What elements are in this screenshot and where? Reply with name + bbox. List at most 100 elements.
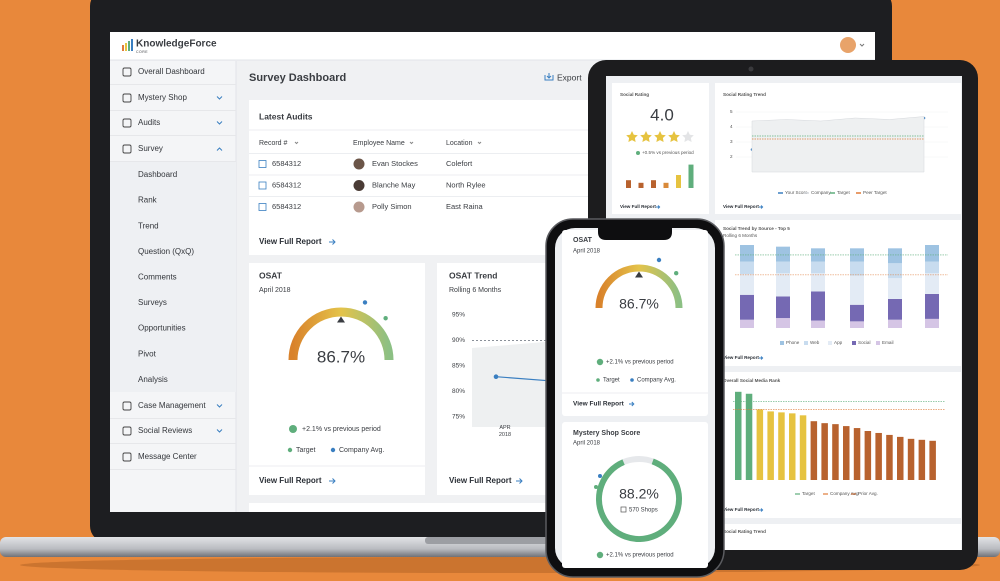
submenu-item[interactable]: Pivot: [138, 349, 157, 358]
record-link[interactable]: 6584312: [272, 159, 301, 168]
nav-item[interactable]: Message Center: [138, 452, 197, 461]
stacked-segment: [850, 275, 864, 305]
nav-item[interactable]: Case Management: [138, 401, 206, 410]
legend-label: Company: [811, 190, 831, 195]
legend-label: Target: [837, 190, 850, 195]
nav-icon: [122, 426, 132, 436]
submenu-item[interactable]: Dashboard: [138, 170, 177, 179]
card-title: Social Trend by Source - Top 5: [723, 226, 790, 231]
legend-swatch: [804, 341, 808, 345]
rank-bar: [853, 428, 861, 480]
legend-label: Company Avg.: [339, 447, 384, 454]
legend-swatch: [780, 341, 784, 345]
y-tick-label: 2: [730, 154, 733, 159]
change: +2.1% vs previous period: [302, 426, 381, 433]
view-report-link[interactable]: View Full Report: [723, 355, 759, 360]
nav-chevron: [216, 96, 223, 100]
x-tick-label: APR 2018: [499, 425, 511, 438]
star: [640, 131, 652, 142]
submenu-item[interactable]: Comments: [138, 273, 177, 282]
legend-label: Company Avg.: [637, 378, 676, 384]
stacked-segment: [776, 246, 790, 262]
card-subtitle: Rolling 6 Months: [723, 233, 758, 238]
avatar-chevron: [859, 43, 865, 47]
submenu-item[interactable]: Rank: [138, 196, 158, 205]
logo-bar: [128, 41, 130, 51]
column-header[interactable]: Employee Name: [353, 140, 405, 147]
submenu-item[interactable]: Analysis: [138, 375, 168, 384]
link-icon: [258, 181, 267, 190]
rating-bar: [688, 164, 694, 188]
view-report-link[interactable]: View Full Report: [620, 204, 656, 209]
legend-label: Target: [296, 447, 316, 454]
legend-dot: [287, 447, 293, 453]
y-tick-label: 3: [730, 139, 733, 144]
submenu-item[interactable]: Opportunities: [138, 324, 186, 333]
score: 86.7%: [619, 296, 659, 312]
legend-swatch: [852, 341, 856, 345]
employee-name: Polly Simon: [372, 202, 412, 211]
stacked-segment: [776, 318, 790, 328]
view-report-link[interactable]: View Full Report: [449, 476, 512, 485]
nav-icon: [122, 401, 132, 411]
card-date: April 2018: [259, 287, 291, 294]
change: +2.1% vs previous period: [606, 553, 674, 559]
card: [715, 524, 961, 550]
gauge-pointer: [635, 271, 643, 278]
employee-name: Evan Stockes: [372, 159, 418, 168]
stacked-segment: [925, 318, 939, 328]
gauge-pointer: [337, 316, 345, 323]
nav-chevron: [216, 404, 223, 408]
nav-item[interactable]: Survey: [138, 144, 163, 153]
change-icon: [289, 425, 297, 433]
card-title: OSAT: [259, 270, 283, 280]
brand: KnowledgeForce: [136, 39, 217, 50]
record-link[interactable]: 6584312: [272, 202, 301, 211]
stacked-segment: [740, 261, 754, 275]
rank-bar: [929, 440, 936, 480]
view-report-link[interactable]: View Full Report: [723, 507, 759, 512]
nav-item[interactable]: Audits: [138, 118, 160, 127]
submenu-item[interactable]: Question (QxQ): [138, 247, 194, 256]
card-subtitle: Rolling 6 Months: [449, 287, 502, 294]
export-button[interactable]: Export: [557, 72, 582, 82]
submenu-item[interactable]: Trend: [138, 221, 159, 230]
card-date: April 2018: [573, 441, 601, 447]
rank-bar: [832, 424, 839, 480]
star: [668, 131, 680, 142]
stacked-segment: [888, 263, 902, 279]
location: East Raina: [446, 202, 484, 211]
rank-bar: [799, 415, 807, 480]
submenu-item[interactable]: Surveys: [138, 298, 167, 307]
stacked-segment: [740, 294, 754, 320]
change-icon: [596, 551, 604, 559]
nav-item[interactable]: Social Reviews: [138, 426, 192, 435]
rating-bar: [638, 182, 644, 188]
card-title: OSAT Trend: [449, 270, 498, 280]
tablet-camera: [748, 66, 754, 72]
nav-chevron: [216, 147, 223, 151]
nav-icon: [122, 93, 132, 103]
legend-label: App: [834, 340, 843, 345]
card: [562, 230, 708, 416]
rank-bar: [907, 438, 915, 480]
view-report-link[interactable]: View Full Report: [723, 204, 759, 209]
rank-bar: [756, 409, 764, 480]
avatar[interactable]: [840, 37, 856, 53]
view-report-link[interactable]: View Full Report: [259, 237, 322, 246]
rank-bar: [745, 393, 753, 480]
view-report-link[interactable]: View Full Report: [259, 476, 322, 485]
legend-label: Peer Target: [863, 190, 887, 195]
link-icon: [258, 203, 267, 211]
star: [654, 131, 666, 142]
record-link[interactable]: 6584312: [272, 180, 301, 189]
column-header[interactable]: Location: [446, 140, 473, 147]
nav-item[interactable]: Mystery Shop: [138, 93, 187, 102]
nav-item[interactable]: Overall Dashboard: [138, 67, 205, 76]
arrow-icon: [656, 205, 661, 209]
column-header[interactable]: Record #: [259, 140, 288, 147]
rating-bar: [626, 180, 631, 188]
rank-bar: [735, 391, 742, 480]
page-title: Survey Dashboard: [249, 72, 346, 84]
view-report-link[interactable]: View Full Report: [573, 401, 625, 408]
